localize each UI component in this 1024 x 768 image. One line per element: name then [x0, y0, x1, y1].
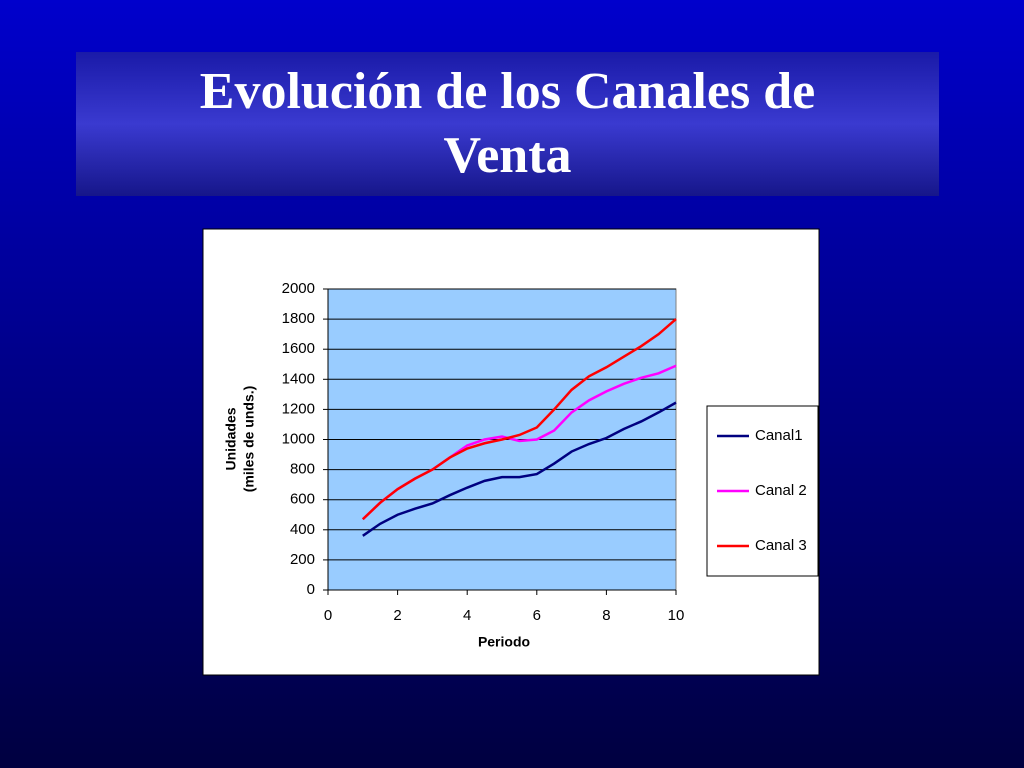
y-tick-label: 1600	[282, 340, 315, 357]
x-tick-label: 2	[393, 607, 401, 624]
y-tick-label: 2000	[282, 280, 315, 297]
legend-label: Canal1	[755, 427, 803, 444]
series-line	[361, 318, 677, 521]
y-tick-label: 200	[290, 551, 315, 568]
x-tick-label: 8	[602, 607, 610, 624]
y-axis-label-line: (miles de unds.)	[241, 386, 257, 493]
x-axis-label: Periodo	[478, 634, 530, 650]
x-tick-label: 6	[533, 607, 541, 624]
y-axis-label: Unidades (miles de unds.)	[223, 386, 257, 493]
y-tick-label: 1400	[282, 370, 315, 387]
x-tick-label: 4	[463, 607, 471, 624]
series-line	[362, 401, 677, 537]
y-tick-label: 800	[290, 461, 315, 478]
slide-title: Evolución de los Canales de Venta	[76, 52, 939, 196]
y-tick-label: 1800	[282, 310, 315, 327]
y-tick-label: 400	[290, 521, 315, 538]
x-tick-label: 0	[324, 607, 332, 624]
x-tick-label: 10	[668, 607, 685, 624]
y-tick-label: 1000	[282, 430, 315, 447]
y-tick-label: 1200	[282, 400, 315, 417]
y-axis-label-line: Unidades	[223, 407, 239, 470]
y-tick-label: 600	[290, 491, 315, 508]
legend-label: Canal 3	[755, 537, 807, 554]
y-tick-label: 0	[307, 581, 315, 598]
legend-label: Canal 2	[755, 482, 807, 499]
